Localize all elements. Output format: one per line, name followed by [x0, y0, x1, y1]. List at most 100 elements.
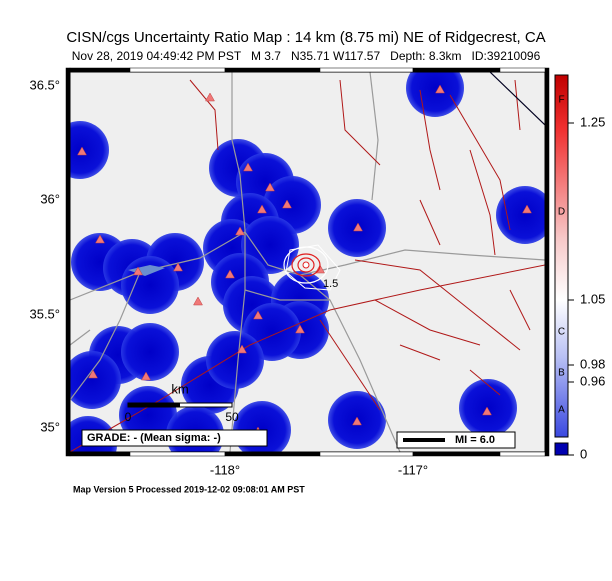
fault	[374, 299, 481, 346]
lat-label: 36.5°	[29, 77, 60, 92]
road	[229, 72, 246, 452]
mi-legend-text: MI = 6.0	[455, 434, 495, 446]
frame-segment	[499, 67, 546, 73]
scale-end: 50	[225, 410, 239, 424]
station	[235, 226, 245, 236]
colorbar-tick: 1.25	[580, 114, 605, 129]
fault	[469, 369, 501, 396]
fault	[319, 319, 381, 411]
fault	[399, 344, 441, 361]
fault	[419, 89, 441, 191]
frame-border	[65, 67, 550, 457]
subtitle: Nov 28, 2019 04:49:42 PM PST M 3.7 N35.7…	[72, 49, 541, 63]
frame-segment	[319, 451, 414, 457]
boundary	[489, 72, 545, 126]
title: CISN/cgs Uncertainty Ratio Map : 14 km (…	[66, 29, 545, 46]
uncertainty-blob	[121, 323, 179, 381]
frame-segment	[69, 67, 131, 73]
colorbar-tick: 1.05	[580, 291, 605, 306]
road	[244, 289, 330, 301]
station	[237, 344, 247, 354]
colorbar-letter: F	[558, 95, 564, 106]
contour-label: 1.5	[323, 278, 338, 290]
uncertainty-blob	[406, 72, 464, 117]
colorbar-tick: 0.96	[580, 373, 605, 388]
station	[353, 222, 363, 232]
colorbar-ticks	[568, 122, 574, 456]
road	[70, 231, 545, 301]
station	[282, 199, 292, 209]
map-layer: 1.5	[70, 72, 545, 452]
fault	[70, 264, 545, 452]
frame-segment	[224, 67, 321, 73]
station	[522, 204, 532, 214]
fault	[514, 79, 521, 131]
lat-label: 35.5°	[29, 306, 60, 321]
fault	[354, 259, 521, 351]
grade-box	[81, 429, 268, 447]
station	[193, 296, 203, 306]
frame-segment	[69, 451, 131, 457]
colorbar-letter: C	[558, 327, 565, 338]
frame-segment	[224, 451, 321, 457]
uncertainty-blob	[206, 331, 264, 389]
lat-label: 36°	[40, 191, 60, 206]
colorbar-under	[554, 442, 569, 456]
mi-legend-box	[396, 431, 516, 449]
road	[369, 72, 379, 201]
frame-segment	[499, 451, 546, 457]
epicenter	[302, 261, 310, 269]
station	[173, 262, 183, 272]
station	[253, 310, 263, 320]
colorbar	[554, 74, 569, 438]
road	[70, 271, 141, 401]
station	[265, 182, 275, 192]
road	[70, 329, 91, 346]
uncertainty-blob	[496, 186, 545, 244]
fault	[339, 79, 381, 166]
station	[352, 416, 362, 426]
contour	[291, 253, 321, 277]
contour	[285, 244, 341, 291]
frame-segment	[129, 67, 226, 73]
station	[482, 406, 492, 416]
uncertainty-blob	[70, 121, 109, 179]
contour	[297, 257, 315, 273]
fault	[469, 149, 496, 256]
colorbar-letter: D	[558, 207, 565, 218]
fault	[509, 289, 531, 331]
footer: Map Version 5 Processed 2019-12-02 09:08…	[73, 484, 305, 494]
lat-label: 35°	[40, 419, 60, 434]
frame-segment	[319, 67, 414, 73]
fault	[449, 94, 511, 231]
fault	[189, 79, 219, 151]
frame-segment	[129, 451, 226, 457]
colorbar-letter: A	[558, 405, 565, 416]
lon-label: -117°	[398, 462, 428, 477]
station	[88, 369, 98, 379]
station	[225, 269, 235, 279]
scale-start: 0	[125, 410, 132, 424]
frame-segment	[65, 67, 71, 457]
frame-segment	[412, 67, 501, 73]
lon-label: -118°	[210, 462, 240, 477]
uncertainty-blob	[70, 351, 121, 409]
station	[133, 266, 143, 276]
grade-text: GRADE: - (Mean sigma: -)	[87, 432, 221, 444]
station	[141, 371, 151, 381]
station	[435, 84, 445, 94]
colorbar-tick: 0.98	[580, 356, 605, 371]
station	[257, 204, 267, 214]
station	[205, 92, 215, 102]
station	[243, 162, 253, 172]
scale-unit: km	[171, 381, 188, 396]
station	[77, 146, 87, 156]
fault	[419, 199, 441, 246]
road	[299, 274, 401, 452]
uncertainty-blob	[459, 379, 517, 437]
colorbar-tick: 0	[580, 446, 587, 461]
colorbar-letter: B	[558, 368, 565, 379]
station	[95, 234, 105, 244]
